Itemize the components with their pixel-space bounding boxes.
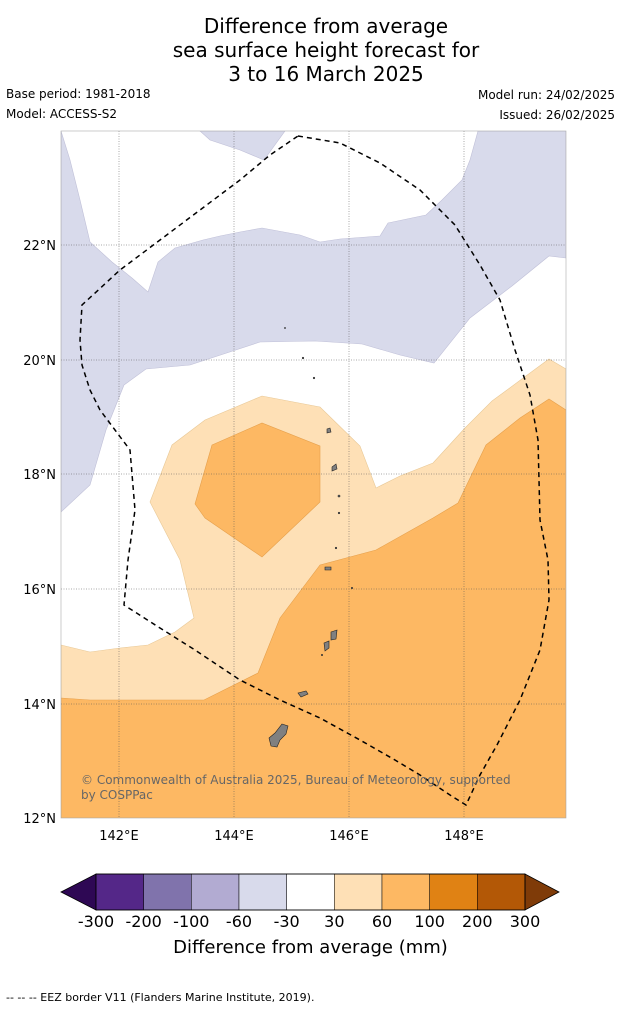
title-line-3: 3 to 16 March 2025 <box>228 62 424 86</box>
colorbar-tick-label: -60 <box>226 912 252 931</box>
colorbar-segment <box>381 873 430 911</box>
island-asuncion <box>284 327 286 329</box>
island-sarigan <box>334 546 338 550</box>
lon-label-142e: 142°E <box>99 829 139 844</box>
lat-label-22n: 22°N <box>23 239 56 254</box>
colorbar-segment <box>238 873 287 911</box>
lon-label-148e: 148°E <box>444 829 484 844</box>
colorbar-segment <box>429 873 478 911</box>
map-title: Difference from average sea surface heig… <box>0 14 621 86</box>
colorbar: -300 -200 -100 -60 -30 30 60 100 200 300 <box>60 873 560 931</box>
island-pagan <box>337 494 341 498</box>
map-fill: © Commonwealth of Australia 2025, Bureau… <box>61 131 566 818</box>
island-farallon-de-medinilla <box>350 586 353 589</box>
negative-anomaly-patch-north <box>199 131 286 161</box>
island-tinian <box>323 640 330 652</box>
colorbar-tick-labels: -300 -200 -100 -60 -30 30 60 100 200 300 <box>78 912 540 931</box>
positive-anomaly-region <box>61 398 566 818</box>
colorbar-segment <box>95 873 144 911</box>
base-period: Base period: 1981-2018 <box>6 87 151 101</box>
map-frame <box>60 130 567 819</box>
island-aguijan <box>320 653 323 656</box>
colorbar-segment <box>477 873 526 911</box>
colorbar-segment <box>334 873 383 911</box>
lon-labels: 142°E 144°E 146°E 148°E <box>99 829 484 844</box>
island-saipan <box>330 629 338 641</box>
lat-label-18n: 18°N <box>23 468 56 483</box>
colorbar-tick-label: -200 <box>126 912 162 931</box>
lat-labels: 22°N 20°N 18°N 16°N 14°N 12°N <box>23 239 56 827</box>
negative-anomaly-region <box>61 131 566 513</box>
model-name: Model: ACCESS-S2 <box>6 107 118 121</box>
title-line-1: Difference from average <box>203 14 449 38</box>
colorbar-frame <box>95 873 526 911</box>
model-run: Model run: 24/02/2025 <box>477 88 615 102</box>
colorbar-segment <box>286 873 335 911</box>
colorbar-title: Difference from average (mm) <box>173 937 448 958</box>
colorbar-tick-label: -30 <box>274 912 300 931</box>
lon-label-146e: 146°E <box>329 829 369 844</box>
island-agrihan <box>326 427 332 434</box>
island-rota <box>297 690 309 698</box>
colorbar-tick-label: -300 <box>78 912 114 931</box>
colorbar-segment <box>191 873 240 911</box>
colorbar-left-arrow <box>60 873 97 911</box>
colorbar-tick-label: 60 <box>372 912 392 931</box>
lat-label-14n: 14°N <box>23 698 56 713</box>
positive-anomaly-core <box>194 422 321 558</box>
island-farallon <box>301 356 305 360</box>
issued-date: Issued: 26/02/2025 <box>499 108 615 122</box>
title-line-2: sea surface height forecast for <box>172 38 480 62</box>
island-alamagan <box>331 463 338 472</box>
colorbar-tick-label: 30 <box>324 912 344 931</box>
eez-footnote: -- -- -- EEZ border V11 (Flanders Marine… <box>6 991 315 1004</box>
island-guguan <box>337 511 341 515</box>
island-anatahan <box>324 566 332 571</box>
credit-line-2: by COSPPac <box>81 788 153 802</box>
lat-label-12n: 12°N <box>23 812 56 827</box>
colorbar-tick-label: 100 <box>414 912 445 931</box>
lat-gridlines <box>61 244 566 705</box>
colorbar-segments <box>95 873 526 911</box>
island-guam <box>268 723 289 748</box>
colorbar-tick-label: -100 <box>173 912 209 931</box>
islands <box>268 327 353 748</box>
colorbar-tick-label: 300 <box>510 912 541 931</box>
map-panel: © Commonwealth of Australia 2025, Bureau… <box>23 130 567 844</box>
credit-line-1: © Commonwealth of Australia 2025, Bureau… <box>81 773 511 787</box>
lat-label-16n: 16°N <box>23 583 56 598</box>
colorbar-tick-label: 200 <box>462 912 493 931</box>
lon-label-144e: 144°E <box>214 829 254 844</box>
island-maug <box>312 376 316 380</box>
lat-label-20n: 20°N <box>23 354 56 369</box>
lon-gridlines <box>118 131 465 818</box>
colorbar-segment <box>143 873 192 911</box>
colorbar-right-arrow <box>524 873 560 911</box>
eez-border <box>79 135 550 807</box>
